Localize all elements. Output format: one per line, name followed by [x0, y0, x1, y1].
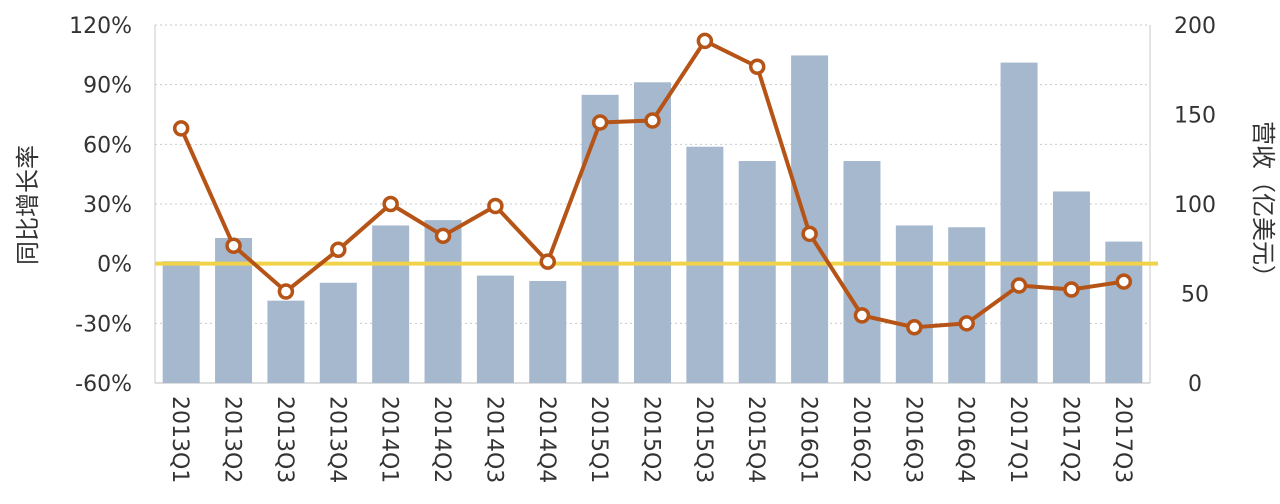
x-tick-2016Q1: 2016Q1 — [796, 396, 821, 483]
point-2014Q3 — [487, 197, 504, 215]
point-2016Q4 — [958, 315, 975, 332]
line-series — [172, 32, 1133, 336]
x-tick-2015Q2: 2015Q2 — [639, 396, 664, 483]
y-right-tick-3: 50 — [1181, 283, 1209, 308]
point-2013Q4 — [330, 241, 347, 258]
x-tick-2014Q2: 2014Q2 — [429, 396, 454, 483]
y-left-tick-3: 30% — [83, 193, 132, 218]
y-right-tick-4: 0 — [1188, 372, 1202, 397]
bar-2014Q3 — [476, 275, 514, 383]
bar-2016Q2 — [843, 161, 881, 383]
point-2013Q3 — [277, 283, 295, 300]
x-tick-2017Q3: 2017Q3 — [1110, 396, 1135, 483]
x-tick-2015Q1: 2015Q1 — [586, 396, 611, 483]
y-left-tick-1: 90% — [83, 74, 132, 99]
bar-2015Q1 — [581, 94, 619, 383]
x-tick-2013Q3: 2013Q3 — [272, 396, 297, 483]
x-tick-2017Q2: 2017Q2 — [1057, 396, 1082, 483]
bar-2017Q1 — [1000, 62, 1038, 384]
bar-2016Q3 — [895, 225, 933, 383]
x-tick-2016Q4: 2016Q4 — [953, 396, 978, 483]
bar-2014Q1 — [372, 225, 410, 383]
bar-2015Q4 — [738, 161, 776, 383]
y-right-tick-1: 150 — [1174, 104, 1216, 129]
point-2015Q3 — [696, 32, 714, 50]
y-left-tick-0: 120% — [69, 14, 132, 39]
x-tick-2014Q4: 2014Q4 — [534, 396, 559, 483]
y-axis-left-title: 同比增长率 — [14, 145, 42, 265]
point-2015Q1 — [591, 114, 609, 131]
x-tick-2015Q4: 2015Q4 — [743, 396, 768, 483]
point-2016Q3 — [906, 319, 923, 336]
x-tick-2013Q1: 2013Q1 — [167, 396, 192, 483]
x-tick-2013Q4: 2013Q4 — [324, 396, 349, 483]
point-2013Q2 — [225, 237, 242, 255]
x-tick-2014Q3: 2014Q3 — [481, 396, 506, 483]
bar-2014Q4 — [529, 280, 567, 383]
point-2013Q1 — [172, 120, 190, 137]
point-2016Q1 — [801, 225, 818, 243]
bar-series — [162, 55, 1143, 384]
point-2014Q2 — [434, 227, 452, 245]
point-2015Q4 — [748, 58, 766, 76]
bar-2013Q3 — [267, 300, 305, 383]
point-2014Q1 — [382, 195, 399, 213]
bar-2013Q1 — [162, 261, 200, 383]
x-tick-2017Q1: 2017Q1 — [1005, 396, 1030, 483]
bar-2016Q1 — [791, 55, 829, 384]
bar-2014Q2 — [424, 220, 462, 383]
x-tick-2016Q3: 2016Q3 — [900, 396, 925, 483]
bar-2013Q2 — [215, 238, 253, 383]
bar-2015Q2 — [634, 82, 671, 383]
y-right-tick-0: 200 — [1174, 14, 1216, 39]
point-2014Q4 — [539, 253, 557, 270]
bar-2013Q4 — [319, 282, 357, 383]
y-left-tick-6: -60% — [75, 372, 132, 397]
point-2016Q2 — [853, 307, 871, 324]
x-tick-2015Q3: 2015Q3 — [691, 396, 716, 483]
point-2017Q1 — [1010, 277, 1028, 294]
x-tick-2013Q2: 2013Q2 — [220, 396, 245, 483]
point-2015Q2 — [644, 112, 661, 129]
point-2017Q3 — [1115, 273, 1133, 290]
point-2017Q2 — [1063, 281, 1080, 298]
axes: 120% 90% 60% 30% 0% -30% -60% 200 150 100 50 0 2013Q… — [69, 14, 1216, 483]
bar-2016Q4 — [948, 227, 986, 383]
y-axis-right-title: 营收（亿美元） — [1249, 121, 1277, 289]
x-tick-2014Q1: 2014Q1 — [377, 396, 402, 483]
y-left-tick-4: 0% — [97, 253, 132, 278]
y-left-tick-5: -30% — [75, 312, 132, 337]
x-tick-2016Q2: 2016Q2 — [848, 396, 873, 483]
y-right-tick-2: 100 — [1174, 193, 1216, 218]
y-left-tick-2: 60% — [83, 133, 132, 158]
